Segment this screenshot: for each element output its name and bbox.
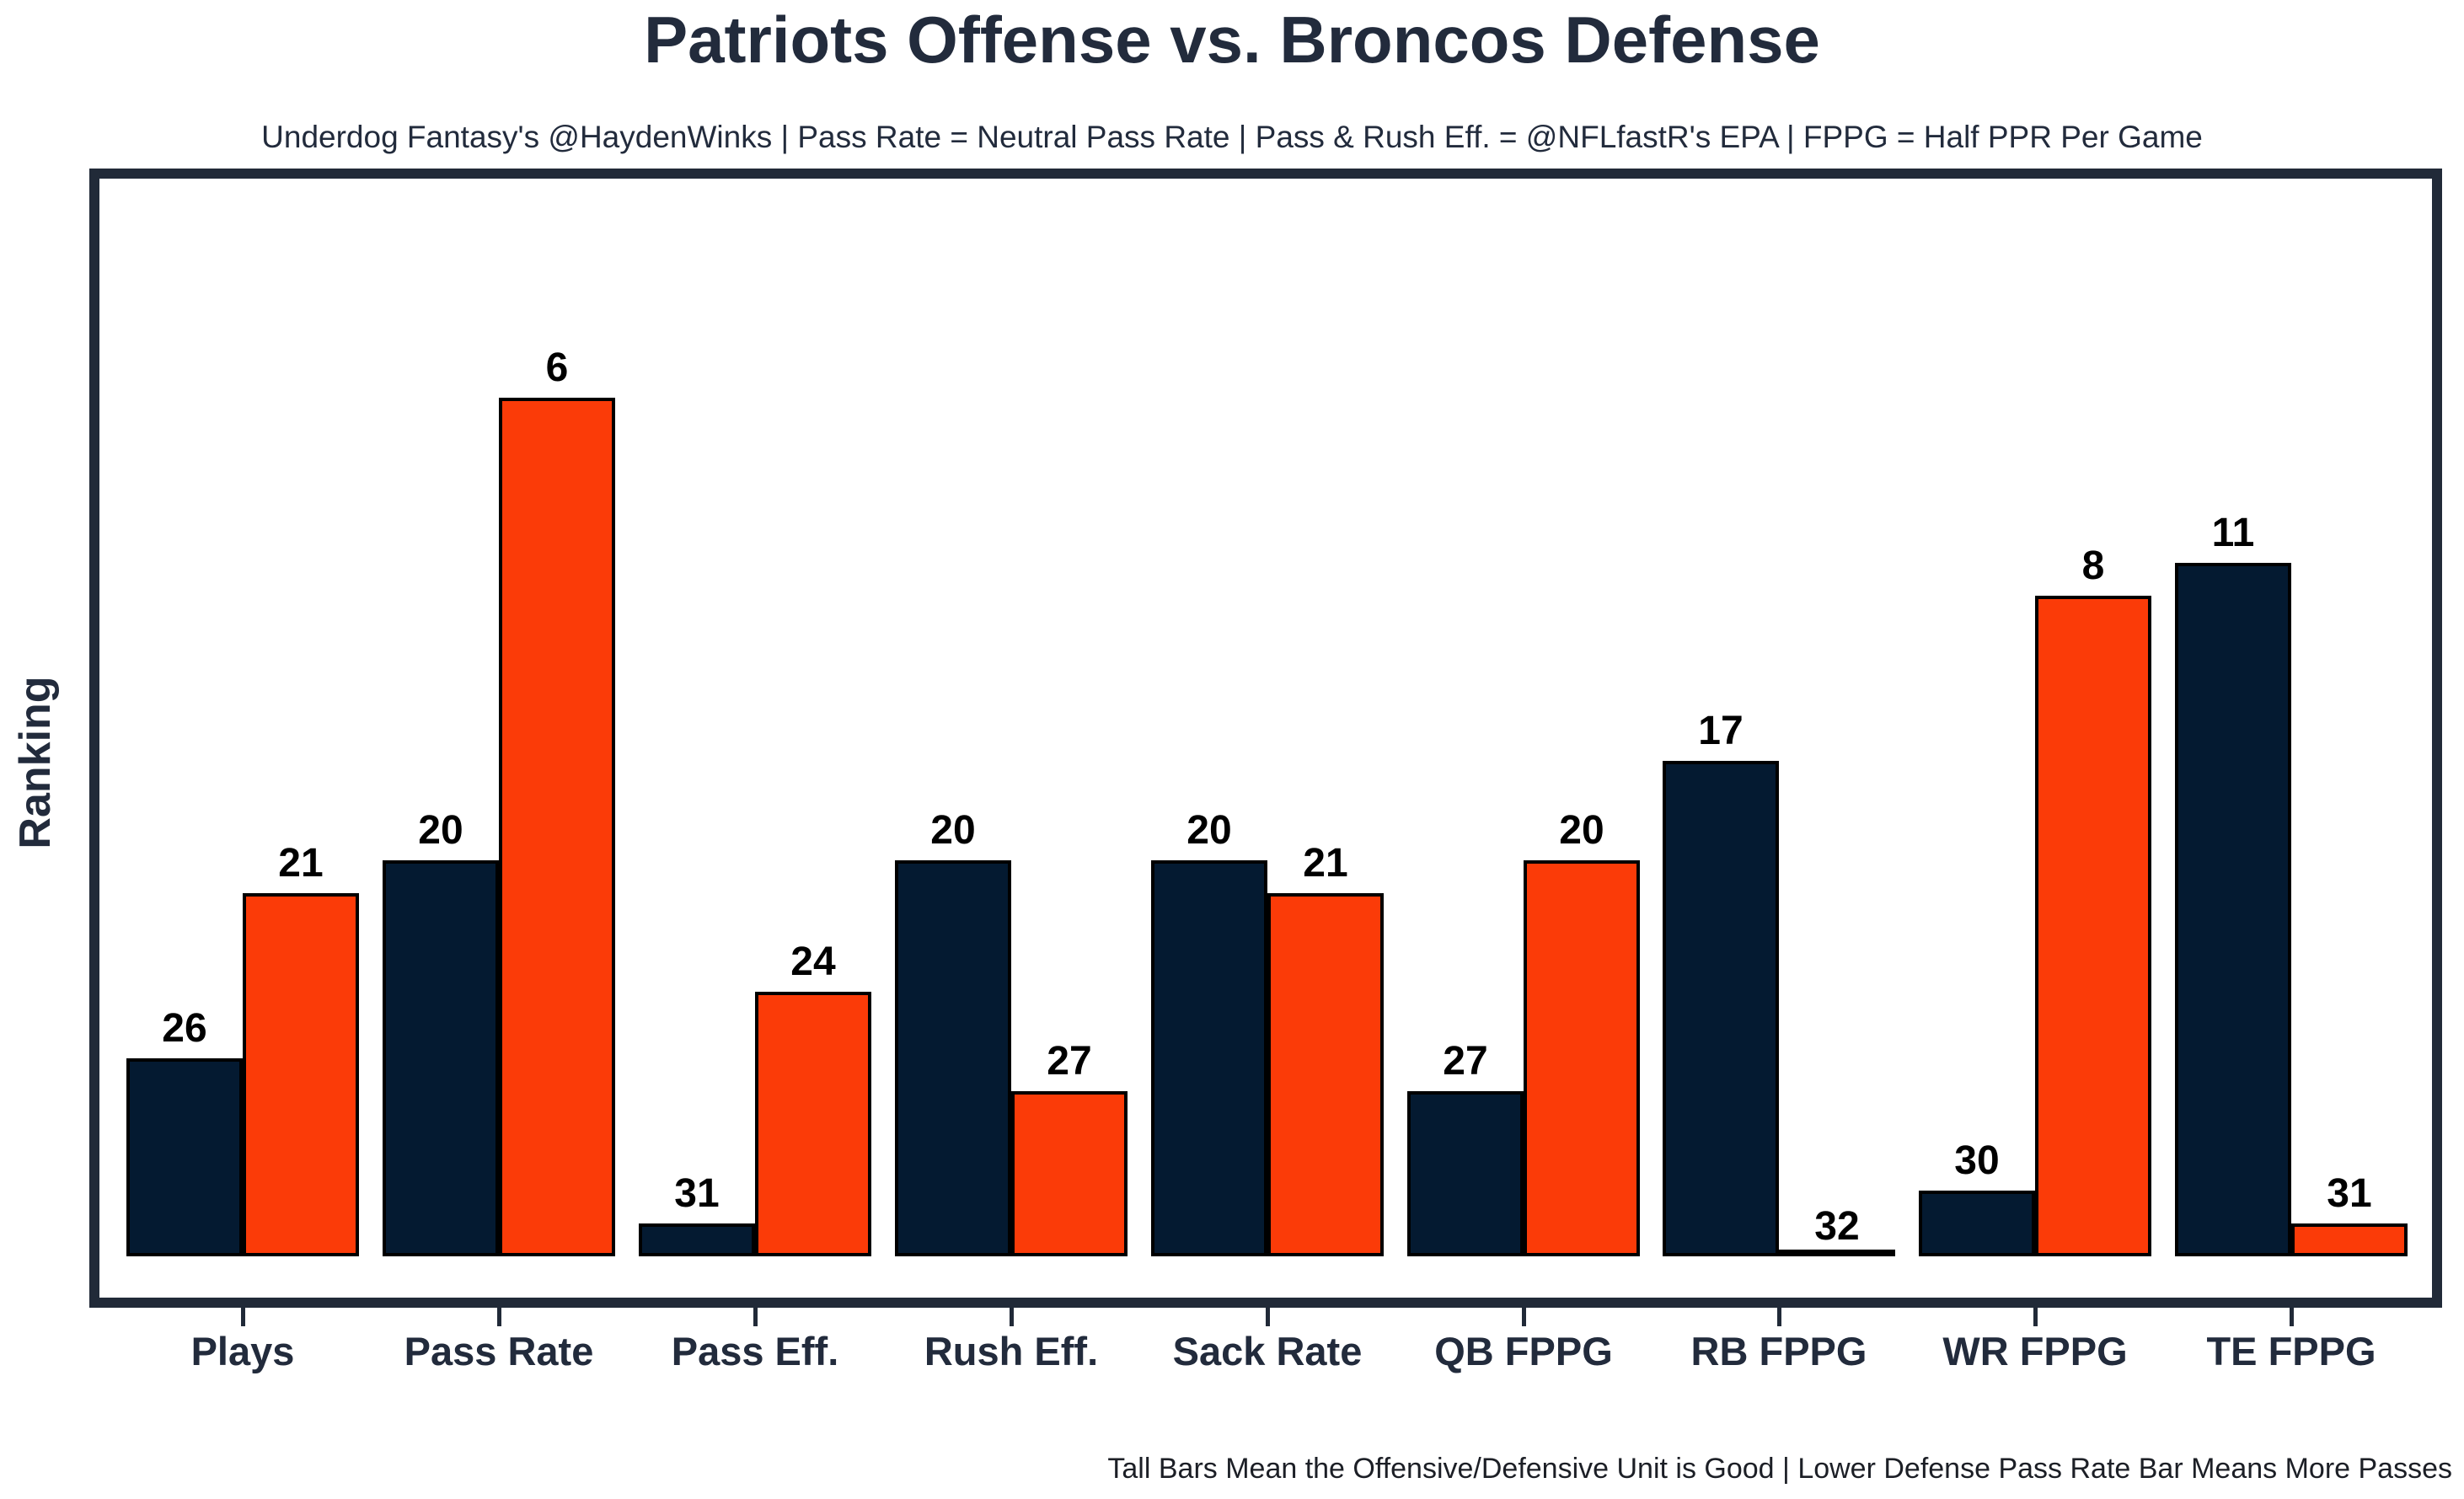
x-axis-tick-wr-fppg <box>2033 1308 2038 1326</box>
bar-offense-qb-fppg <box>1407 1091 1524 1256</box>
bar-defense-rb-fppg <box>1779 1250 1895 1256</box>
bar-value-label-offense-wr-fppg: 30 <box>1954 1138 2000 1183</box>
x-axis-label-sack-rate: Sack Rate <box>1172 1329 1363 1373</box>
bar-defense-pass-eff <box>755 992 871 1256</box>
x-axis-label-rush-eff: Rush Eff. <box>924 1329 1099 1373</box>
x-axis-label-wr-fppg: WR FPPG <box>1942 1329 2128 1373</box>
plot-area <box>89 169 2442 1308</box>
x-axis-label-plays: Plays <box>190 1329 295 1373</box>
bar-defense-plays <box>243 893 359 1256</box>
bar-value-label-offense-te-fppg: 11 <box>2211 511 2255 555</box>
x-axis-tick-pass-rate <box>497 1308 501 1326</box>
x-axis-label-te-fppg: TE FPPG <box>2206 1329 2376 1373</box>
x-axis-tick-rush-eff <box>1010 1308 1014 1326</box>
bar-defense-sack-rate <box>1267 893 1384 1256</box>
bar-value-label-offense-sack-rate: 20 <box>1186 808 1232 853</box>
bar-offense-plays <box>126 1058 243 1256</box>
x-axis-tick-pass-eff <box>753 1308 758 1326</box>
bar-offense-wr-fppg <box>1919 1191 2035 1256</box>
bar-value-label-defense-wr-fppg: 8 <box>2081 543 2105 588</box>
bar-value-label-offense-plays: 26 <box>162 1006 207 1051</box>
x-axis-tick-rb-fppg <box>1777 1308 1781 1326</box>
bar-value-label-offense-pass-rate: 20 <box>418 808 463 853</box>
bar-value-label-offense-qb-fppg: 27 <box>1443 1039 1488 1084</box>
bar-offense-rb-fppg <box>1663 761 1779 1256</box>
bar-value-label-defense-rb-fppg: 32 <box>1814 1204 1860 1249</box>
bar-value-label-defense-plays: 21 <box>278 841 324 886</box>
bar-value-label-defense-pass-rate: 6 <box>545 345 569 390</box>
x-axis-tick-sack-rate <box>1266 1308 1270 1326</box>
bar-defense-qb-fppg <box>1524 860 1640 1256</box>
bar-offense-pass-rate <box>383 860 499 1256</box>
bar-value-label-defense-pass-eff: 24 <box>790 940 836 984</box>
chart-subtitle: Underdog Fantasy's @HaydenWinks | Pass R… <box>261 120 2203 154</box>
x-axis-tick-qb-fppg <box>1522 1308 1526 1326</box>
bar-value-label-defense-rush-eff: 27 <box>1047 1039 1092 1084</box>
bar-value-label-offense-rush-eff: 20 <box>930 808 976 853</box>
bar-value-label-offense-pass-eff: 31 <box>674 1171 720 1216</box>
y-axis-label: Ranking <box>11 676 60 849</box>
x-axis-label-rb-fppg: RB FPPG <box>1690 1329 1867 1373</box>
bar-offense-rush-eff <box>895 860 1011 1256</box>
bar-offense-te-fppg <box>2175 563 2291 1256</box>
bar-value-label-defense-qb-fppg: 20 <box>1559 808 1604 853</box>
bar-defense-pass-rate <box>499 398 615 1256</box>
bar-defense-rush-eff <box>1011 1091 1128 1256</box>
x-axis-tick-plays <box>241 1308 245 1326</box>
bar-offense-pass-eff <box>639 1223 755 1256</box>
footer-note: Tall Bars Mean the Offensive/Defensive U… <box>1107 1453 2452 1485</box>
x-axis-tick-te-fppg <box>2290 1308 2294 1326</box>
x-axis-label-pass-rate: Pass Rate <box>404 1329 594 1373</box>
bar-value-label-offense-rb-fppg: 17 <box>1698 709 1744 753</box>
bar-value-label-defense-te-fppg: 31 <box>2327 1171 2372 1216</box>
bar-value-label-defense-sack-rate: 21 <box>1303 841 1348 886</box>
bar-defense-te-fppg <box>2291 1223 2408 1256</box>
bar-defense-wr-fppg <box>2035 596 2151 1256</box>
chart-title: Patriots Offense vs. Broncos Defense <box>644 3 1820 77</box>
bar-offense-sack-rate <box>1151 860 1267 1256</box>
x-axis-label-qb-fppg: QB FPPG <box>1434 1329 1613 1373</box>
x-axis-label-pass-eff: Pass Eff. <box>671 1329 839 1373</box>
